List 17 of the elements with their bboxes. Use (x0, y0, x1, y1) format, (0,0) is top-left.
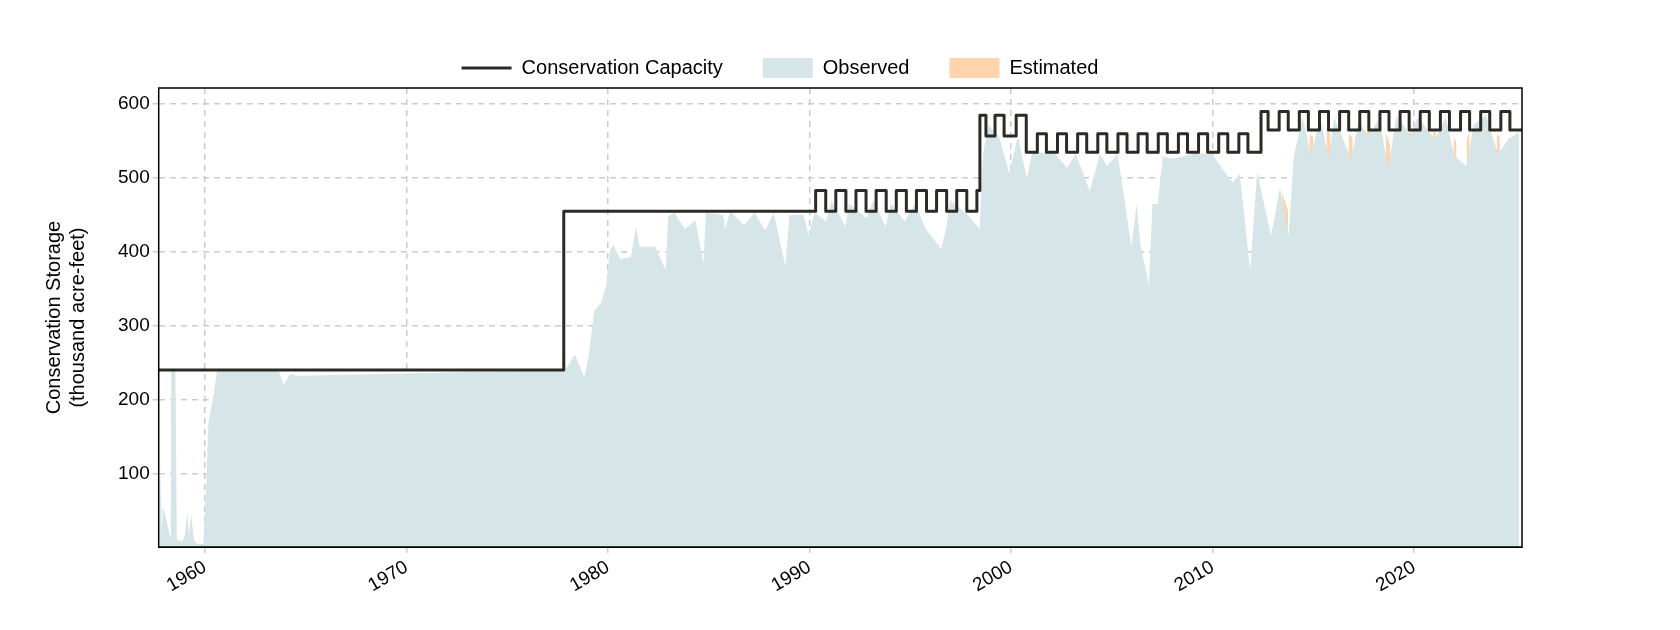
y-tick-label: 200 (118, 387, 150, 409)
y-axis-title: Conservation Storage (thousand acre-feet) (41, 220, 88, 415)
y-tick-label: 100 (118, 461, 150, 483)
legend-label: Conservation Capacity (521, 55, 723, 78)
x-tick-label: 1960 (162, 555, 210, 596)
y-tick-label: 500 (118, 166, 150, 188)
legend-label: Observed (822, 55, 910, 78)
x-tick-label: 2000 (968, 555, 1016, 596)
x-tick-label: 1980 (565, 555, 613, 596)
x-tick-label: 1990 (767, 555, 815, 596)
x-tick-label: 2010 (1170, 555, 1218, 596)
legend-label: Estimated (1009, 55, 1099, 78)
x-tick-label: 1970 (364, 555, 412, 596)
y-tick-label: 600 (118, 92, 150, 114)
y-tick-label: 300 (118, 313, 150, 335)
x-tick-label: 2020 (1371, 555, 1419, 596)
y-tick-label: 400 (118, 240, 150, 262)
